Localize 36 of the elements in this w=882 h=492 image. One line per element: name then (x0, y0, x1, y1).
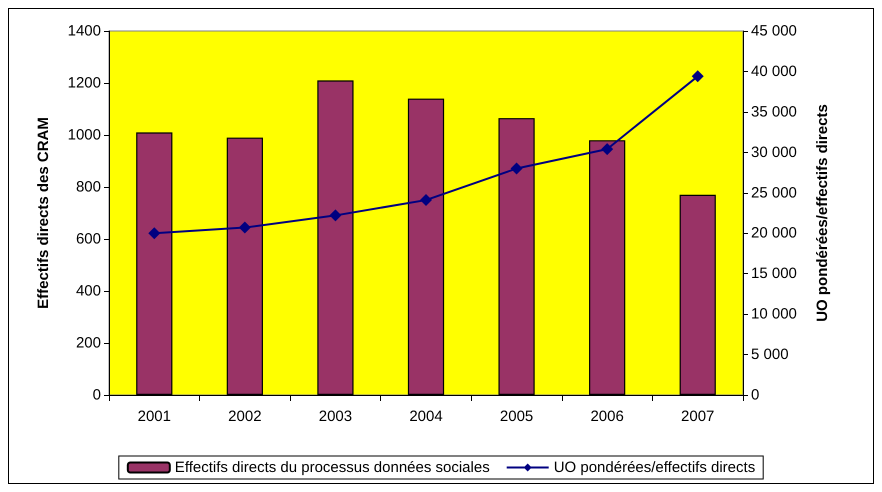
y2-tick-label: 0 (751, 386, 760, 404)
y2-tick-label: 5 000 (751, 346, 789, 364)
y-tick-label: 600 (76, 230, 101, 248)
x-tick-label: 2005 (500, 408, 534, 425)
y2-tick-label: 15 000 (751, 265, 797, 282)
point (692, 70, 704, 82)
x-tick-label: 2006 (590, 408, 624, 425)
y-axis-title: Effectifs directs des CRAM (35, 117, 52, 309)
legend-label: UO pondérées/effectifs directs (554, 459, 756, 476)
y2-tick-label: 20 000 (751, 224, 797, 242)
x-tick-label: 2001 (138, 408, 171, 425)
y-tick-label: 1400 (68, 22, 101, 40)
point (238, 222, 251, 234)
y2-tick-label: 25 000 (751, 184, 797, 202)
x-tick-label: 2007 (681, 408, 714, 425)
y-tick-label: 0 (92, 386, 101, 404)
y-tick-label: 200 (76, 334, 101, 352)
point (510, 162, 523, 175)
y2-tick-label: 30 000 (751, 144, 797, 161)
y-tick-label: 800 (76, 178, 101, 196)
x-tick-label: 2002 (228, 408, 262, 425)
y2-tick-label: 10 000 (751, 306, 797, 323)
x-tick-label: 2003 (318, 408, 352, 425)
legend-label: Effectifs directs du processus données sociales (174, 459, 490, 476)
y2-tick-label: 40 000 (751, 62, 797, 80)
y2-axis-title: UO pondérées/effectifs directs (814, 104, 831, 322)
y2-tick-label: 45 000 (751, 22, 797, 40)
x-tick-label: 2004 (409, 408, 443, 425)
y2-tick-label: 35 000 (751, 103, 797, 120)
point (420, 194, 432, 206)
y-tick-label: 1000 (68, 126, 101, 144)
point (148, 227, 160, 240)
y-tick-label: 1200 (68, 74, 101, 92)
y-tick-label: 400 (76, 282, 101, 300)
point (601, 143, 614, 156)
point (329, 209, 342, 222)
